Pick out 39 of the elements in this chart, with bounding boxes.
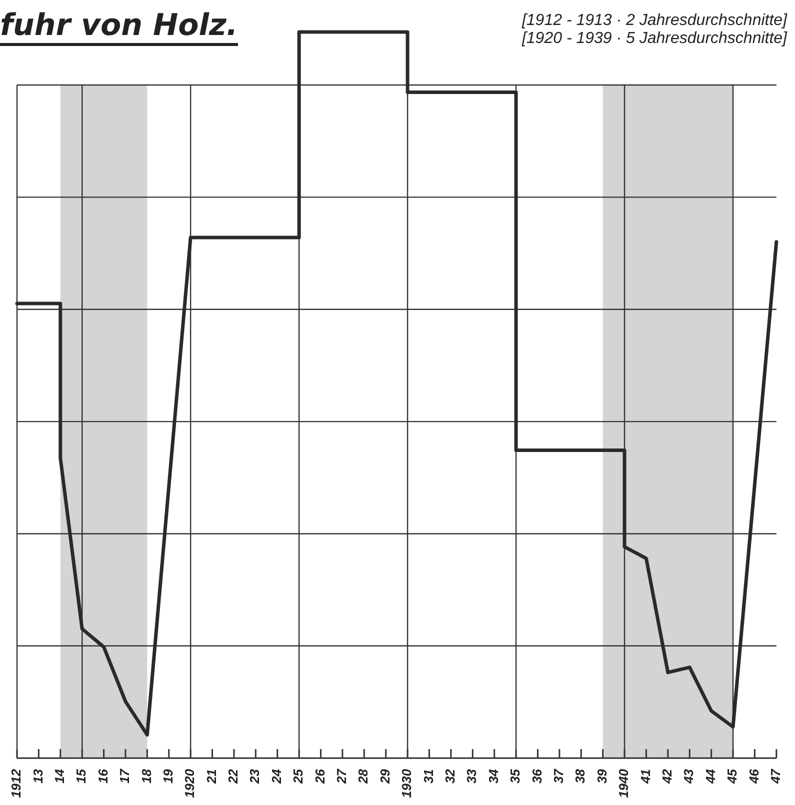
x-tick-label: 31 — [420, 769, 436, 784]
x-tick-label: 27 — [334, 768, 350, 785]
x-tick-label: 47 — [768, 768, 783, 785]
x-tick-label: 19 — [160, 768, 176, 784]
x-tick-label: 14 — [52, 768, 67, 784]
x-tick-label: 37 — [551, 768, 566, 784]
x-tick-label: 29 — [377, 768, 392, 785]
x-tick-label: 46 — [746, 768, 762, 785]
x-tick-label: 26 — [312, 768, 328, 785]
x-tick-label: 32 — [442, 768, 458, 784]
x-tick-label: 1940 — [616, 768, 632, 798]
x-tick-label: 16 — [95, 768, 110, 784]
x-tick-label: 21 — [204, 769, 219, 785]
x-tick-label: 41 — [638, 769, 653, 785]
x-tick-label: 17 — [117, 768, 132, 784]
x-tick-label: 25 — [290, 768, 306, 785]
x-tick-label: 28 — [356, 768, 371, 785]
x-tick-label: 42 — [659, 768, 674, 785]
x-tick-label: 24 — [268, 768, 284, 785]
chart-title: fuhr von Holz. — [0, 8, 238, 46]
x-tick-label: 36 — [529, 768, 544, 784]
x-tick-label: 43 — [681, 768, 696, 785]
x-tick-label: 1930 — [399, 768, 414, 798]
x-tick-label: 34 — [486, 768, 501, 784]
x-tick-label: 35 — [508, 768, 523, 784]
x-tick-label: 1920 — [182, 768, 198, 798]
x-tick-label: 23 — [247, 768, 262, 785]
x-tick-label: 38 — [572, 768, 588, 784]
x-tick-label: 13 — [30, 768, 46, 784]
x-tick-label: 39 — [594, 768, 610, 784]
x-tick-label: 44 — [702, 768, 718, 785]
x-tick-label: 22 — [226, 768, 241, 785]
x-tick-label: 33 — [464, 768, 480, 784]
x-tick-label: 45 — [724, 768, 740, 785]
text: [1912 - 1913 · 2 Jahresdurchschnitte] — [522, 12, 787, 30]
x-tick-label: 18 — [138, 768, 154, 784]
x-tick-label: 15 — [74, 768, 89, 784]
annotation: [1920 - 1939 · 5 Jahresdurchschnitte] — [522, 30, 787, 48]
x-tick-label: 1912 — [8, 768, 24, 798]
